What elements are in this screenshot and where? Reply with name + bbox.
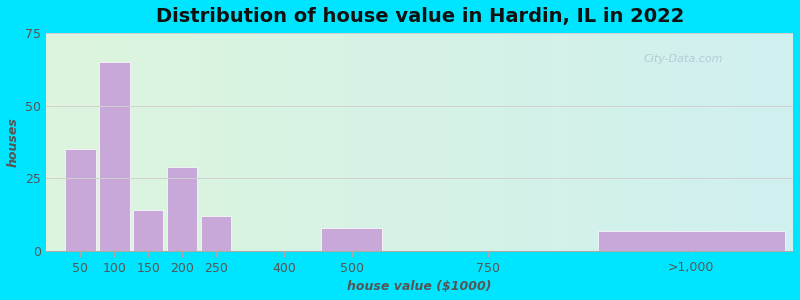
X-axis label: house value ($1000): house value ($1000) [347, 280, 492, 293]
Bar [322, 228, 382, 251]
Bar [167, 167, 198, 251]
Bar [65, 149, 95, 251]
Y-axis label: houses: houses [7, 117, 20, 167]
Text: City-Data.com: City-Data.com [644, 54, 723, 64]
Bar [133, 210, 163, 251]
Bar [201, 216, 231, 251]
Title: Distribution of house value in Hardin, IL in 2022: Distribution of house value in Hardin, I… [155, 7, 684, 26]
Bar [99, 62, 130, 251]
Bar [598, 231, 785, 251]
